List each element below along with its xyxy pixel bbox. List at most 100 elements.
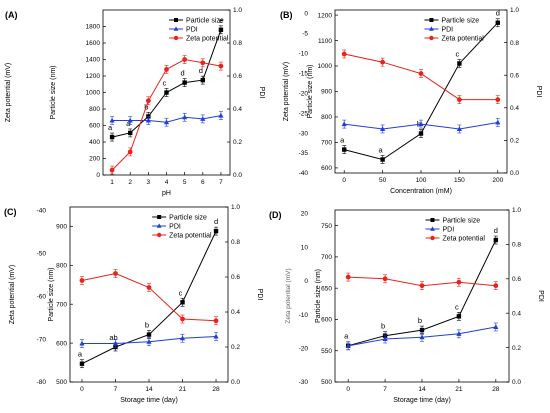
outer-tick-label: 0 <box>304 278 308 285</box>
x-tick-label: 2 <box>128 179 132 186</box>
data-point <box>456 97 462 103</box>
significance-letter: c <box>456 49 460 58</box>
left-tick-label: 800 <box>321 114 332 121</box>
right-tick-label: 0.8 <box>512 242 521 249</box>
right-tick-label: 1.0 <box>512 207 521 214</box>
outer-tick-label: -20 <box>299 90 309 97</box>
right-axis-label: PDI <box>537 290 544 302</box>
data-point <box>419 334 425 340</box>
chart-panel-3: (C) 0 7 14 21 28 Storage time (day) 500 600 700 80… <box>4 204 263 404</box>
left-tick-label: 0 <box>96 172 100 179</box>
legend-label: Particle size <box>442 217 480 224</box>
right-tick-label: 1.0 <box>233 7 242 14</box>
data-point <box>382 276 388 282</box>
right-tick-label: 0.4 <box>233 106 242 113</box>
data-point <box>380 157 385 162</box>
chart-panel-4: (D) 0 7 14 21 28 Storage time (day) 500 550 600 65… <box>269 207 544 404</box>
data-point <box>218 112 224 118</box>
data-point <box>418 121 424 127</box>
left-tick-label: 1100 <box>318 38 332 45</box>
x-tick-label: 4 <box>165 179 169 186</box>
data-point <box>382 336 388 341</box>
left-tick-label: 500 <box>56 379 67 386</box>
data-point <box>345 274 351 280</box>
right-axis-label: PDI <box>258 87 265 99</box>
chart-panel-1: (A) 1 2 3 4 5 6 7 pH 0 200 400 600 800 1000 1200 1400 160… <box>5 7 265 197</box>
data-point <box>218 63 224 69</box>
right-tick-label: 0.2 <box>231 344 240 351</box>
inner-y-axis-label: Particle size (nm) <box>50 65 57 119</box>
legend-marker <box>156 223 162 228</box>
outer-tick-label: -70 <box>37 336 47 343</box>
x-tick-label: 7 <box>383 386 387 393</box>
x-tick-label: 0 <box>346 386 350 393</box>
data-point <box>200 60 206 66</box>
data-point <box>493 324 499 329</box>
legend-marker <box>156 232 162 238</box>
data-point <box>213 333 219 339</box>
left-tick-label: 800 <box>89 106 100 113</box>
chart-panel-2: (B) 0 50 100 150 200 Concentration (mM) 600 700 8… <box>280 7 542 195</box>
data-point <box>345 343 351 348</box>
right-tick-label: 0.4 <box>510 105 519 112</box>
data-point <box>380 126 386 131</box>
data-point <box>146 332 152 337</box>
left-tick-label: 1000 <box>318 63 333 70</box>
significance-letter: e <box>219 16 223 25</box>
significance-letter: d <box>181 69 185 78</box>
legend-marker <box>157 215 162 219</box>
outer-y-axis-label: Zeta potential (mV) <box>9 265 16 325</box>
legend-label: Zeta potential <box>441 35 484 42</box>
left-tick-label: 550 <box>321 348 332 355</box>
data-point <box>182 57 188 62</box>
data-point <box>213 228 219 234</box>
significance-letter: d <box>494 226 498 235</box>
series-line <box>344 22 499 161</box>
x-tick-label: 14 <box>418 386 426 393</box>
inner-y-axis-label: Particle size (nm) <box>48 267 55 321</box>
left-tick-label: 600 <box>56 340 67 347</box>
significance-letter: a <box>108 123 113 132</box>
right-tick-label: 0.0 <box>512 379 521 386</box>
right-tick-label: 0.0 <box>231 379 240 386</box>
legend-marker <box>173 26 179 31</box>
data-point <box>179 335 186 341</box>
panel-label: (A) <box>5 10 18 20</box>
data-point <box>163 119 170 125</box>
data-point <box>109 167 115 173</box>
x-tick-label: 21 <box>179 386 187 393</box>
data-point <box>109 117 115 123</box>
legend-marker <box>430 218 435 222</box>
outer-tick-label: -10 <box>299 312 309 319</box>
panel-label: (B) <box>280 10 293 20</box>
data-point <box>113 271 118 276</box>
outer-tick-label: -20 <box>299 345 309 352</box>
significance-letter: a <box>126 119 131 128</box>
data-point <box>146 285 152 290</box>
data-point <box>495 119 501 125</box>
right-tick-label: 0.6 <box>510 72 519 79</box>
significance-letter: b <box>145 321 149 330</box>
outer-tick-label: -15 <box>299 70 309 77</box>
legend-label: PDI <box>169 223 181 230</box>
data-point <box>164 67 169 72</box>
data-point <box>456 126 462 131</box>
significance-letter: d <box>214 217 218 226</box>
significance-letter: a <box>344 332 349 341</box>
outer-tick-label: -60 <box>37 293 47 300</box>
significance-letter: c <box>179 288 183 297</box>
x-tick-label: 7 <box>114 386 118 393</box>
data-point <box>79 361 85 366</box>
panel-label: (C) <box>4 207 17 217</box>
x-tick-label: 6 <box>201 179 205 186</box>
legend-label: Zeta potential <box>442 235 485 242</box>
right-tick-label: 0.6 <box>233 73 242 80</box>
left-tick-label: 1200 <box>86 73 101 80</box>
data-point <box>380 59 386 65</box>
data-point <box>456 279 462 285</box>
legend-label: Zeta potential <box>169 232 212 239</box>
legend-marker <box>430 226 435 231</box>
legend-marker <box>173 35 179 41</box>
data-point <box>127 117 133 123</box>
outer-tick-label: -30 <box>299 130 309 137</box>
